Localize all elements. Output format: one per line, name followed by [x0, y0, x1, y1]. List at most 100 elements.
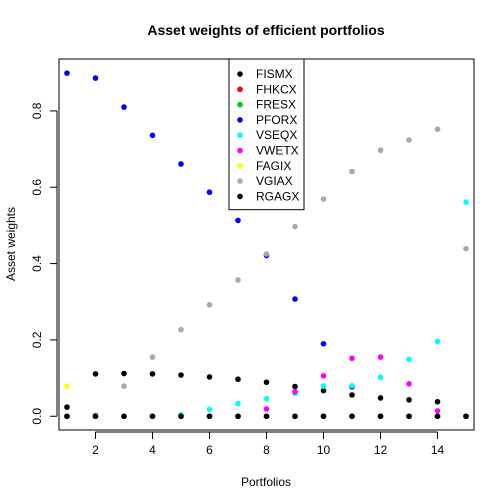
legend-marker: [237, 178, 243, 184]
point-vwetx: [377, 354, 384, 360]
point-pforx: [64, 70, 70, 76]
point-fismx: [92, 371, 99, 377]
point-vseqx: [463, 199, 469, 205]
point-vgiax: [434, 126, 441, 133]
point-fismx: [149, 371, 156, 377]
point-vseqx: [377, 374, 384, 381]
point-vseqx: [206, 406, 213, 413]
data-points: [64, 70, 469, 420]
point-vgiax: [178, 326, 184, 333]
legend-marker: [237, 147, 243, 154]
point-pforx: [235, 217, 241, 224]
point-fismx: [292, 383, 298, 390]
point-fismx: [178, 372, 184, 378]
y-tick-label: 0.4: [30, 255, 44, 272]
legend-label: VGIAX: [256, 174, 293, 188]
point-vseqx: [406, 356, 412, 363]
point-pforx: [149, 132, 156, 139]
x-axis-label: Portfolios: [241, 475, 291, 489]
point-vwetx: [263, 406, 270, 412]
point-rgagx: [320, 413, 327, 420]
point-vgiax: [206, 302, 213, 308]
legend-marker: [237, 117, 243, 123]
x-axis: 2 4 6 8 10 12 14: [92, 431, 445, 457]
legend-marker: [237, 193, 243, 200]
point-vwetx: [406, 381, 412, 387]
point-pforx: [206, 189, 213, 196]
point-fismx: [235, 376, 241, 383]
point-vgiax: [377, 147, 384, 154]
x-tick-label: 4: [149, 443, 156, 457]
point-fagix: [64, 383, 70, 389]
point-vgiax: [406, 137, 412, 143]
x-tick-label: 12: [374, 443, 388, 457]
x-tick-label: 8: [263, 443, 270, 457]
legend-marker: [237, 101, 243, 108]
legend-label: FISMX: [256, 67, 293, 81]
legend-marker: [237, 86, 243, 93]
point-fismx: [377, 395, 384, 401]
point-rgagx: [235, 413, 241, 420]
point-vseqx: [235, 400, 241, 407]
point-rgagx: [206, 413, 213, 420]
point-pforx: [92, 75, 99, 81]
point-rgagx: [349, 413, 355, 420]
legend-label: FAGIX: [256, 159, 291, 173]
point-vgiax: [463, 245, 469, 252]
point-vseqx: [320, 383, 327, 389]
legend-marker: [237, 163, 243, 169]
point-rgagx: [178, 413, 184, 420]
point-vseqx: [434, 338, 441, 345]
y-tick-label: 0.2: [30, 331, 44, 348]
y-axis-label: Asset weights: [4, 207, 18, 281]
legend-label: VWETX: [256, 144, 299, 158]
point-vgiax: [263, 251, 270, 257]
point-pforx: [121, 104, 127, 110]
point-rgagx: [92, 413, 99, 420]
point-pforx: [320, 340, 327, 347]
y-tick-label: 0.6: [30, 179, 44, 196]
x-tick-label: 14: [431, 443, 445, 457]
point-fismx: [206, 374, 213, 380]
point-rgagx: [121, 413, 127, 420]
x-tick-label: 2: [92, 443, 99, 457]
point-vseqx: [263, 395, 270, 402]
chart-title: Asset weights of efficient portfolios: [147, 22, 384, 38]
point-vwetx: [320, 373, 327, 379]
legend-label: VSEQX: [256, 128, 297, 142]
point-rgagx: [64, 413, 70, 420]
point-rgagx: [263, 413, 270, 420]
point-fismx: [349, 392, 355, 398]
y-axis: 0.0 0.2 0.4 0.6 0.8: [30, 102, 58, 425]
point-fismx: [320, 387, 327, 394]
y-tick-label: 0.8: [30, 102, 44, 119]
point-vgiax: [292, 223, 298, 230]
point-rgagx: [377, 413, 384, 420]
point-fismx: [64, 404, 70, 410]
point-vgiax: [349, 168, 355, 175]
point-pforx: [178, 161, 184, 167]
point-rgagx: [292, 413, 298, 420]
point-pforx: [292, 296, 298, 302]
x-tick-label: 10: [317, 443, 331, 457]
point-vwetx: [434, 408, 441, 414]
point-fismx: [434, 398, 441, 405]
y-tick-label: 0.0: [30, 408, 44, 425]
point-vgiax: [121, 383, 127, 389]
point-rgagx: [463, 413, 469, 420]
point-fismx: [263, 379, 270, 386]
legend-marker: [237, 71, 243, 77]
legend-label: FHKCX: [256, 82, 297, 96]
legend-label: RGAGX: [256, 189, 299, 203]
point-rgagx: [406, 413, 412, 420]
point-vwetx: [292, 389, 298, 395]
legend-marker: [237, 132, 243, 138]
point-fismx: [121, 370, 127, 377]
point-rgagx: [434, 413, 441, 420]
point-vseqx: [349, 382, 355, 389]
point-vgiax: [149, 354, 156, 360]
legend-label: FRESX: [256, 98, 296, 112]
point-vwetx: [349, 355, 355, 362]
